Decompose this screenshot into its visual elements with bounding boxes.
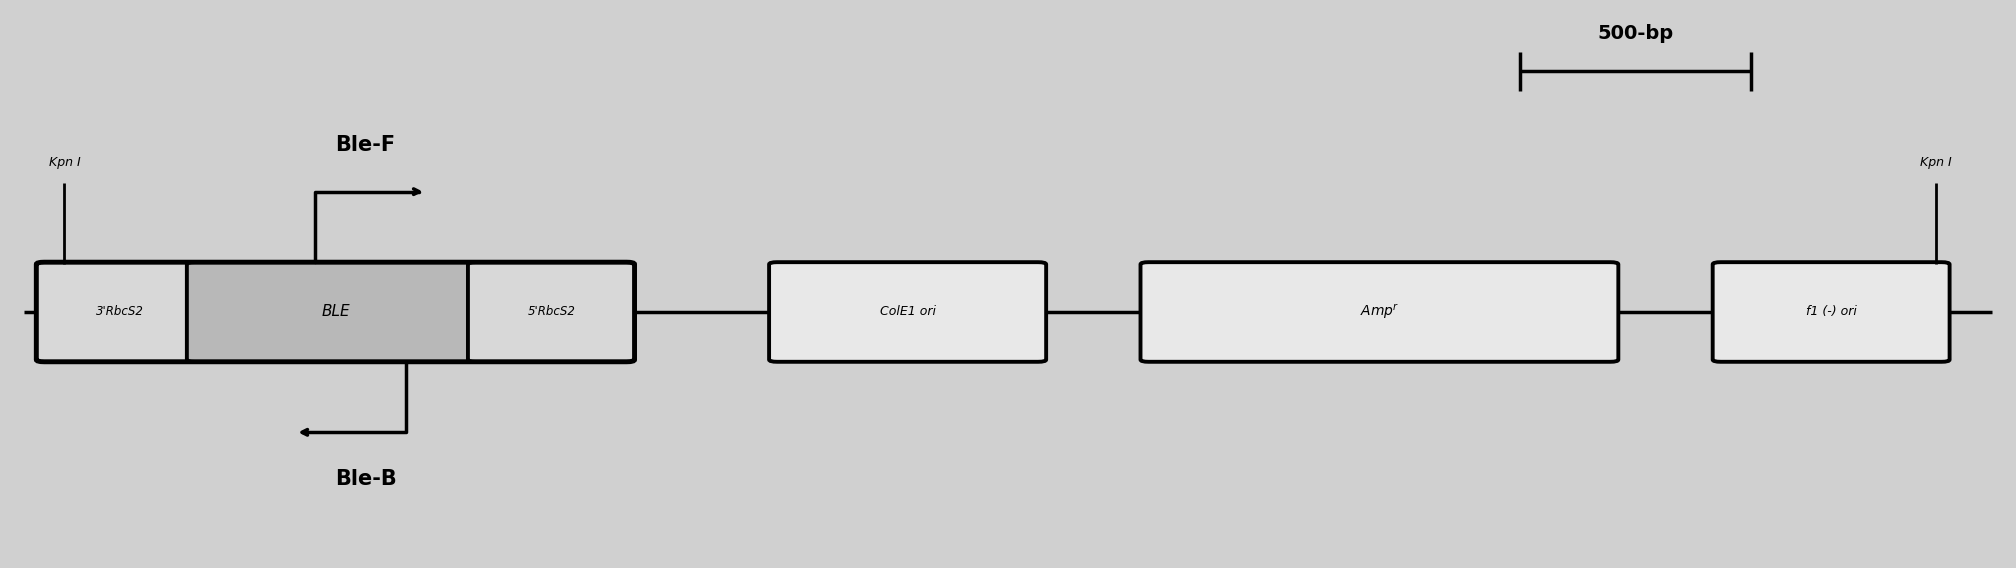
Text: 5'RbcS2: 5'RbcS2 (528, 306, 575, 319)
FancyBboxPatch shape (768, 262, 1046, 362)
Text: 3'RbcS2: 3'RbcS2 (95, 306, 143, 319)
Text: Kpn I: Kpn I (48, 156, 81, 169)
Text: Ble-F: Ble-F (335, 135, 395, 155)
FancyBboxPatch shape (1714, 262, 1949, 362)
Text: f1 (-) ori: f1 (-) ori (1806, 306, 1857, 319)
FancyBboxPatch shape (468, 262, 635, 362)
Text: 500-bp: 500-bp (1597, 24, 1673, 43)
Text: Ble-B: Ble-B (335, 469, 397, 488)
FancyBboxPatch shape (1141, 262, 1619, 362)
FancyBboxPatch shape (187, 262, 484, 362)
Text: Kpn I: Kpn I (1919, 156, 1951, 169)
Text: Amp$^r$: Amp$^r$ (1361, 303, 1399, 321)
Text: BLE: BLE (321, 304, 349, 319)
Text: ColE1 ori: ColE1 ori (879, 306, 935, 319)
FancyBboxPatch shape (36, 262, 204, 362)
